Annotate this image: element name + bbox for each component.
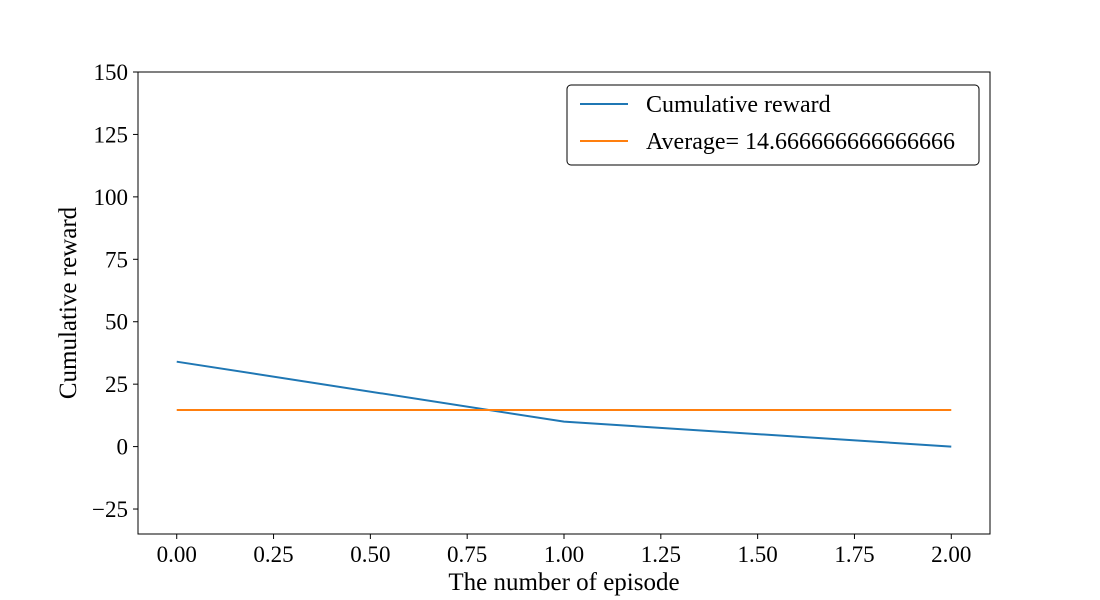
y-tick-label: −25 (92, 497, 128, 522)
x-axis: 0.00 0.25 0.50 0.75 1.00 1.25 1.50 1.75 2.00 (157, 534, 971, 567)
x-tick-label: 0.25 (253, 542, 293, 567)
y-axis: −25 0 25 50 75 100 125 150 (92, 60, 138, 522)
legend: Cumulative reward Average= 14.6666666666… (566, 84, 980, 166)
y-tick-label: 100 (94, 185, 129, 210)
legend-label-cumulative-reward: Cumulative reward (646, 92, 831, 118)
series-line-cumulative-reward (176, 360, 952, 448)
y-tick-label: 0 (117, 435, 129, 460)
x-tick-label: 0.50 (350, 542, 390, 567)
y-tick-label: 50 (105, 310, 128, 335)
x-tick-label: 1.50 (738, 542, 778, 567)
series-layer (176, 360, 952, 448)
x-tick-label: 1.75 (834, 542, 874, 567)
y-tick-label: 75 (105, 247, 128, 272)
x-tick-label: 2.00 (931, 542, 971, 567)
legend-label-average: Average= 14.666666666666666 (646, 129, 955, 155)
x-tick-label: 0.75 (447, 542, 487, 567)
y-tick-label: 25 (105, 372, 128, 397)
x-tick-label: 0.00 (157, 542, 197, 567)
y-axis-title: Cumulative reward (55, 206, 82, 399)
x-tick-label: 1.00 (544, 542, 584, 567)
y-tick-label: 125 (94, 122, 129, 147)
x-axis-title: The number of episode (448, 569, 679, 596)
x-tick-label: 1.25 (641, 542, 681, 567)
y-tick-label: 150 (94, 60, 129, 85)
legend-box (566, 84, 980, 166)
